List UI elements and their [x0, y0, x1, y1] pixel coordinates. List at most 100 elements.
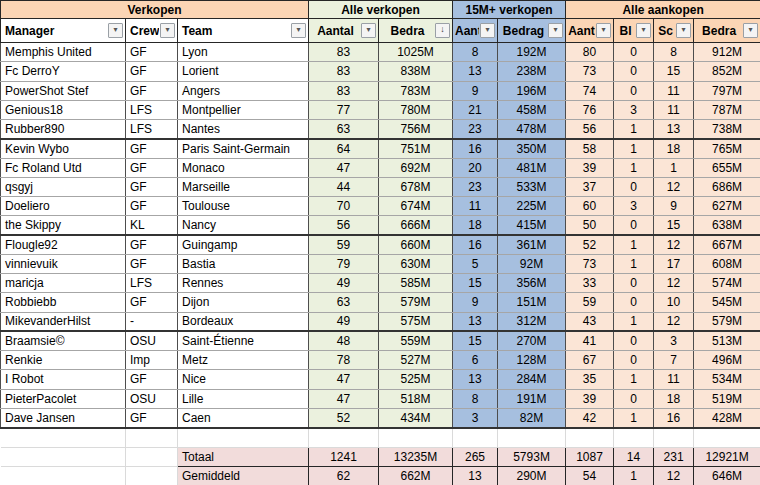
average-row-value-bedrag-15m[interactable]: 290M	[498, 467, 566, 485]
cell-bedrag-av[interactable]: 838M	[379, 62, 453, 81]
cell-team[interactable]: Nice	[178, 370, 309, 389]
cell-bedrag-av[interactable]: 678M	[379, 177, 453, 196]
cell-sc[interactable]: 7	[654, 351, 694, 370]
cell-bl[interactable]: 1	[614, 235, 654, 254]
cell-aantal-av[interactable]: 47	[309, 158, 379, 177]
cell-crew[interactable]: GF	[126, 235, 178, 254]
cell-bedrag-av[interactable]: 674M	[379, 197, 453, 216]
cell-aantal-av[interactable]: 83	[309, 43, 379, 62]
cell-aantal-aa[interactable]: 42	[566, 408, 614, 427]
cell-sc[interactable]: 10	[654, 293, 694, 312]
cell-aantal-av[interactable]: 56	[309, 216, 379, 235]
empty-cell[interactable]	[654, 428, 694, 448]
cell-aantal-15m[interactable]: 9	[453, 81, 498, 100]
cell-crew[interactable]: -	[126, 312, 178, 331]
cell-bedrag-av[interactable]: 575M	[379, 312, 453, 331]
cell-bedrag-15m[interactable]: 92M	[498, 254, 566, 273]
cell-bedrag-15m[interactable]: 225M	[498, 197, 566, 216]
cell-sc[interactable]: 11	[654, 370, 694, 389]
cell-bl[interactable]: 0	[614, 43, 654, 62]
average-row-value-aantal-aa[interactable]: 54	[566, 467, 614, 485]
column-header-sc[interactable]: Sc▾	[654, 19, 694, 43]
cell-bedrag-15m[interactable]: 356M	[498, 274, 566, 293]
cell-bl[interactable]: 1	[614, 370, 654, 389]
column-header-aantal-av[interactable]: Aantal▾	[309, 19, 379, 43]
cell-crew[interactable]: GF	[126, 43, 178, 62]
cell-bedrag-aa[interactable]: 545M	[694, 293, 760, 312]
cell-bedrag-15m[interactable]: 128M	[498, 351, 566, 370]
cell-bedrag-av[interactable]: 1025M	[379, 43, 453, 62]
cell-sc[interactable]: 3	[654, 331, 694, 350]
cell-manager[interactable]: Genious18	[1, 100, 126, 119]
cell-aantal-15m[interactable]: 21	[453, 100, 498, 119]
cell-team[interactable]: Monaco	[178, 158, 309, 177]
cell-aantal-av[interactable]: 63	[309, 120, 379, 139]
cell-manager[interactable]: the Skippy	[1, 216, 126, 235]
cell-aantal-aa[interactable]: 73	[566, 254, 614, 273]
cell-manager[interactable]: Dave Jansen	[1, 408, 126, 427]
cell-aantal-aa[interactable]: 35	[566, 370, 614, 389]
cell-crew[interactable]: Imp	[126, 351, 178, 370]
cell-bl[interactable]: 3	[614, 100, 654, 119]
cell-aantal-av[interactable]: 52	[309, 408, 379, 427]
filter-dropdown-icon[interactable]: ▾	[636, 23, 651, 38]
cell-aantal-av[interactable]: 59	[309, 235, 379, 254]
cell-team[interactable]: Saint-Étienne	[178, 331, 309, 350]
cell-bl[interactable]: 1	[614, 312, 654, 331]
cell-crew[interactable]: GF	[126, 158, 178, 177]
cell-bedrag-av[interactable]: 666M	[379, 216, 453, 235]
cell-sc[interactable]: 12	[654, 235, 694, 254]
cell-manager[interactable]: Memphis United	[1, 43, 126, 62]
cell-team[interactable]: Nantes	[178, 120, 309, 139]
cell-manager[interactable]: Robbiebb	[1, 293, 126, 312]
cell-team[interactable]: Marseille	[178, 177, 309, 196]
cell-aantal-av[interactable]: 77	[309, 100, 379, 119]
cell-crew[interactable]: GF	[126, 254, 178, 273]
cell-aantal-av[interactable]: 47	[309, 370, 379, 389]
cell-aantal-15m[interactable]: 3	[453, 408, 498, 427]
cell-crew[interactable]: GF	[126, 197, 178, 216]
totals-row-value-aantal-aa[interactable]: 1087	[566, 448, 614, 467]
cell-bedrag-aa[interactable]: 638M	[694, 216, 760, 235]
cell-bedrag-15m[interactable]: 191M	[498, 389, 566, 408]
filter-dropdown-icon[interactable]: ▾	[160, 23, 175, 38]
cell-manager[interactable]: PowerShot Stef	[1, 81, 126, 100]
empty-cell[interactable]	[309, 428, 379, 448]
cell-bedrag-av[interactable]: 434M	[379, 408, 453, 427]
cell-bedrag-15m[interactable]: 458M	[498, 100, 566, 119]
column-header-bedrag-15m[interactable]: Bedrag▾	[498, 19, 566, 43]
cell-bedrag-15m[interactable]: 481M	[498, 158, 566, 177]
empty-cell[interactable]	[566, 428, 614, 448]
cell-aantal-av[interactable]: 63	[309, 293, 379, 312]
cell-aantal-aa[interactable]: 41	[566, 331, 614, 350]
cell-aantal-15m[interactable]: 16	[453, 235, 498, 254]
cell-bedrag-aa[interactable]: 513M	[694, 331, 760, 350]
cell-aantal-av[interactable]: 64	[309, 139, 379, 158]
cell-bedrag-av[interactable]: 660M	[379, 235, 453, 254]
cell-aantal-15m[interactable]: 13	[453, 370, 498, 389]
cell-bedrag-aa[interactable]: 574M	[694, 274, 760, 293]
cell-aantal-av[interactable]: 83	[309, 81, 379, 100]
cell-aantal-aa[interactable]: 60	[566, 197, 614, 216]
cell-bedrag-aa[interactable]: 579M	[694, 312, 760, 331]
empty-cell[interactable]	[498, 428, 566, 448]
cell-bedrag-aa[interactable]: 655M	[694, 158, 760, 177]
section-header-alle-verkopen[interactable]: Alle verkopen	[309, 1, 453, 19]
cell-sc[interactable]: 11	[654, 81, 694, 100]
column-header-bedrag-av[interactable]: Bedra↓	[379, 19, 453, 43]
cell-bedrag-av[interactable]: 525M	[379, 370, 453, 389]
filter-dropdown-icon[interactable]: ▾	[548, 23, 563, 38]
filter-dropdown-icon[interactable]: ▾	[676, 23, 691, 38]
empty-cell[interactable]	[694, 428, 760, 448]
cell-team[interactable]: Guingamp	[178, 235, 309, 254]
cell-bedrag-aa[interactable]: 787M	[694, 100, 760, 119]
totals-row-value-sc[interactable]: 231	[654, 448, 694, 467]
cell-sc[interactable]: 12	[654, 312, 694, 331]
cell-aantal-15m[interactable]: 18	[453, 216, 498, 235]
empty-cell[interactable]	[453, 428, 498, 448]
filter-dropdown-icon[interactable]: ▾	[291, 23, 306, 38]
cell-aantal-aa[interactable]: 80	[566, 43, 614, 62]
cell-bedrag-aa[interactable]: 534M	[694, 370, 760, 389]
cell-aantal-15m[interactable]: 13	[453, 312, 498, 331]
cell-aantal-15m[interactable]: 11	[453, 197, 498, 216]
